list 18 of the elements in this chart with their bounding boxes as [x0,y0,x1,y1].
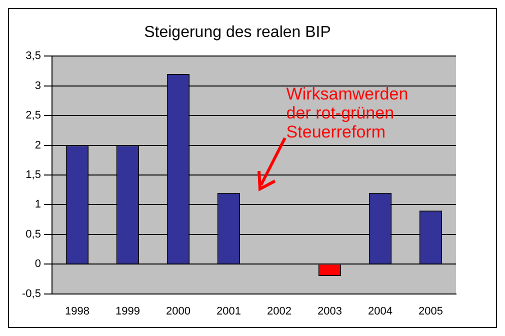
x-tick-label: 2003 [317,305,342,318]
x-tick-label: 2005 [418,305,443,318]
x-tick-label: 2002 [266,305,292,318]
x-tick-label: 2000 [166,305,190,318]
y-tick-label: 0,5 [26,228,41,240]
x-tick-label: 1998 [64,305,90,318]
y-tick-label: 3,5 [26,50,41,62]
y-tick-label: 0 [34,258,41,270]
x-tick-label: 2001 [216,305,241,318]
y-tick-label: 1 [34,198,41,211]
y-tick-label: 3 [34,80,41,92]
y-tick-label: -0,5 [22,288,41,300]
y-tick-label: 2,5 [26,110,41,122]
chart-title: Steigerung des realen BIP [144,24,331,42]
y-tick-label: 1,5 [26,169,41,182]
x-tick-label: 2004 [368,305,392,318]
y-tick-label: 2 [34,139,41,152]
x-tick-label: 1999 [115,305,140,318]
